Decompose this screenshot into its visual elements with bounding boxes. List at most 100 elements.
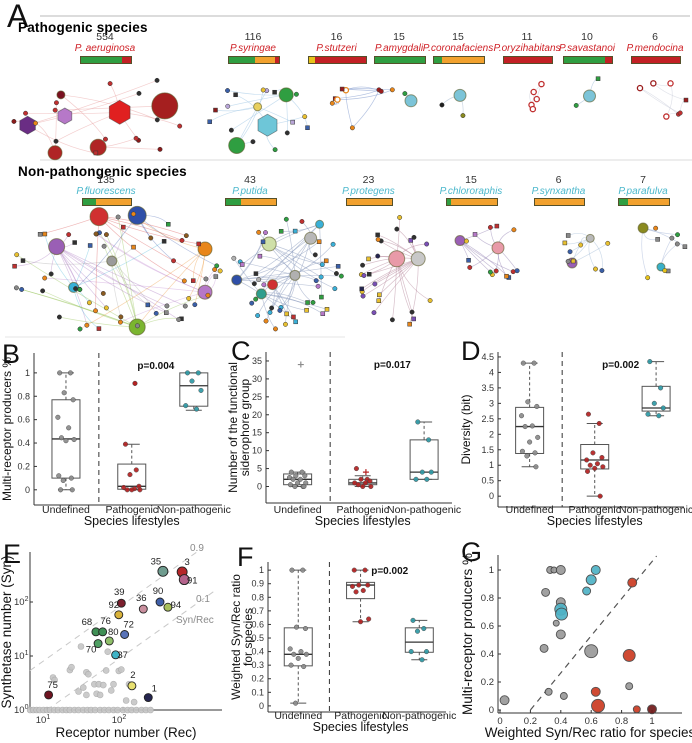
network-node xyxy=(183,233,189,239)
species-count: 16 xyxy=(330,31,343,43)
siderophore-bar xyxy=(433,56,485,64)
network-node xyxy=(93,231,99,237)
y-tick-label: 0.2 xyxy=(481,677,494,688)
network-edge xyxy=(95,233,206,293)
y-tick-label: 0 xyxy=(259,701,264,711)
data-point xyxy=(413,476,419,482)
background-point xyxy=(130,698,138,706)
strain-point-label: 90 xyxy=(153,586,164,597)
network-node xyxy=(181,278,187,284)
network-node xyxy=(323,258,329,264)
network-node xyxy=(394,226,400,232)
network-node xyxy=(677,110,683,116)
network-node xyxy=(467,265,473,270)
network-node xyxy=(290,119,295,125)
siderophore-bar xyxy=(346,198,393,206)
data-point xyxy=(358,476,364,482)
y-tick-label: 4.5 xyxy=(481,352,494,362)
strain-point-label: 91 xyxy=(187,576,198,587)
p-value-label: p=0.002 xyxy=(371,566,408,577)
network-node xyxy=(153,310,159,316)
network-hub xyxy=(151,92,179,120)
network-node xyxy=(333,271,339,276)
network-hub xyxy=(57,107,73,125)
network-p-protegens xyxy=(358,215,433,327)
outlier-marker xyxy=(132,380,138,386)
network-node xyxy=(225,103,231,109)
background-point xyxy=(147,706,154,714)
network-node xyxy=(205,292,211,298)
species-point xyxy=(539,643,549,653)
network-node xyxy=(324,307,330,312)
network-node xyxy=(269,305,275,311)
network-node xyxy=(371,310,377,316)
data-point xyxy=(584,468,591,474)
network-node xyxy=(310,300,316,305)
network-node xyxy=(107,81,113,87)
network-node xyxy=(335,264,341,269)
network-node xyxy=(190,278,196,283)
species-count: 6 xyxy=(555,174,562,186)
strain-point xyxy=(114,610,124,620)
network-node xyxy=(273,326,278,332)
data-point xyxy=(353,589,359,595)
data-point xyxy=(415,419,421,425)
network-node xyxy=(389,87,395,93)
network-node xyxy=(460,113,466,118)
network-node xyxy=(48,271,54,277)
category-label: Non-pathogenic xyxy=(157,504,231,516)
data-point xyxy=(302,473,308,479)
x-tick-label: 0 xyxy=(497,716,502,727)
network-node xyxy=(53,138,59,144)
category-label: Pathogenic xyxy=(105,504,158,516)
data-point xyxy=(358,619,364,625)
network-node xyxy=(599,268,605,274)
network-node xyxy=(376,298,382,303)
data-point xyxy=(367,478,373,484)
y-tick-label: 102 xyxy=(14,596,29,608)
strain-point-label: 3 xyxy=(184,557,189,568)
network-node xyxy=(148,235,154,241)
data-point xyxy=(301,483,307,490)
category-label: Non-pathogenic xyxy=(382,710,456,722)
data-point xyxy=(195,370,201,376)
data-point xyxy=(368,483,374,490)
data-point xyxy=(122,441,129,447)
species-count: 135 xyxy=(97,174,115,186)
data-point xyxy=(295,480,301,486)
network-node xyxy=(565,233,571,238)
network-hub xyxy=(454,235,466,247)
species-point xyxy=(552,619,560,627)
network-hub xyxy=(255,288,267,300)
category-label: Undefined xyxy=(506,504,554,516)
data-point xyxy=(356,582,362,588)
network-node xyxy=(33,120,38,126)
ratio-caption: Syn/Rec xyxy=(176,615,214,626)
y-axis-title: Diversity (bit) xyxy=(459,394,473,464)
network-node xyxy=(256,277,262,283)
network-node xyxy=(179,237,185,243)
data-point xyxy=(596,420,602,427)
data-point xyxy=(353,466,359,472)
network-hub xyxy=(197,241,213,257)
siderophore-bar-segment xyxy=(434,57,442,63)
data-point xyxy=(647,359,653,365)
network-node xyxy=(284,130,290,136)
network-node xyxy=(20,258,26,263)
background-point xyxy=(79,684,87,691)
species-name: P. aeruginosa xyxy=(74,43,136,54)
network-node xyxy=(411,316,416,322)
data-point xyxy=(656,413,662,419)
strain-point xyxy=(116,598,126,608)
background-point xyxy=(51,676,58,684)
network-edge xyxy=(373,258,419,313)
data-point xyxy=(127,472,133,478)
siderophore-bar-segment xyxy=(229,57,255,63)
data-point xyxy=(69,487,75,493)
data-point xyxy=(410,617,416,623)
network-edge xyxy=(111,260,157,314)
species-count: 15 xyxy=(452,31,464,43)
species-name: P.oryzihabitans xyxy=(493,43,561,54)
species-count: 7 xyxy=(640,174,646,186)
